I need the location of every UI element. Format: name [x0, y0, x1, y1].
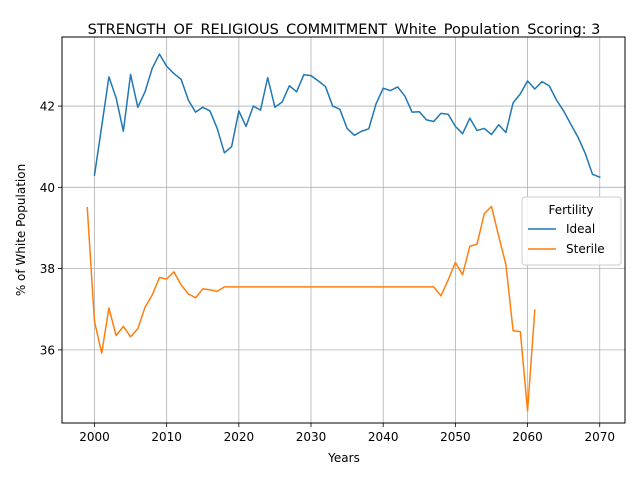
y-tick-label: 40	[40, 181, 55, 195]
y-axis-label: % of White Population	[14, 164, 28, 296]
legend-label-sterile: Sterile	[566, 242, 605, 256]
series-line-ideal	[93, 53, 601, 179]
plot-area	[61, 36, 626, 424]
axis-ticks: 2000 2010 2020 2030 2040 2050 2060 2070 36 38 40 42	[40, 100, 615, 444]
legend-box	[521, 196, 622, 266]
chart-title: STRENGTH_OF_RELIGIOUS_COMMITMENT_White_P…	[88, 22, 601, 38]
x-tick-label: 2000	[79, 430, 110, 444]
legend: Fertility Ideal Sterile	[521, 196, 622, 266]
grid-lines	[62, 37, 625, 423]
x-tick-label: 2050	[440, 430, 471, 444]
x-tick-label: 2010	[151, 430, 182, 444]
legend-label-ideal: Ideal	[566, 222, 595, 236]
y-tick-label: 38	[40, 262, 55, 276]
x-tick-label: 2070	[584, 430, 615, 444]
x-tick-label: 2020	[224, 430, 255, 444]
legend-title: Fertility	[548, 203, 593, 217]
x-tick-label: 2030	[296, 430, 327, 444]
x-axis-label: Years	[327, 451, 360, 465]
series-line-sterile	[86, 205, 536, 412]
x-tick-label: 2060	[512, 430, 543, 444]
y-tick-label: 42	[40, 100, 55, 114]
x-tick-label: 2040	[368, 430, 399, 444]
y-tick-label: 36	[40, 343, 55, 357]
series-lines	[86, 53, 601, 412]
